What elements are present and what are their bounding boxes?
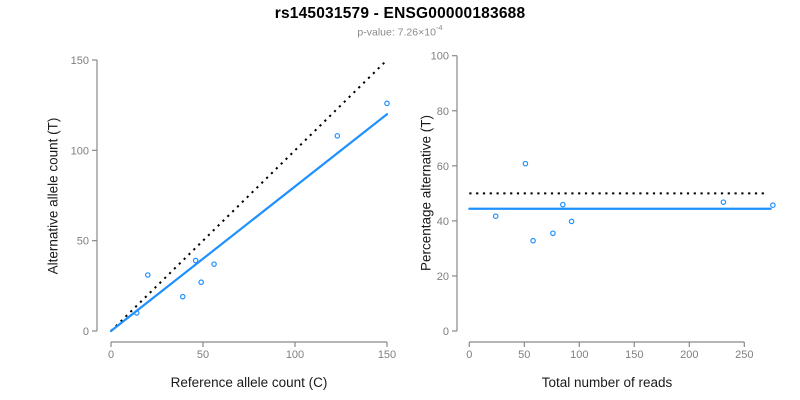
x-tick-label: 0 xyxy=(466,349,472,361)
x-tick-label: 50 xyxy=(197,349,209,361)
data-point xyxy=(530,237,536,244)
p-value-text: p-value: 7.26×10 xyxy=(357,26,436,39)
y-tick-label: 100 xyxy=(431,51,449,63)
data-point xyxy=(179,293,186,300)
data-point xyxy=(384,100,390,107)
data-point xyxy=(334,133,341,139)
p-value-subtitle: p-value: 7.26×10-4 xyxy=(0,23,800,39)
data-point xyxy=(133,310,140,316)
y-tick-label: 80 xyxy=(437,106,449,118)
data-point xyxy=(211,261,217,267)
x-tick-label: 150 xyxy=(625,349,643,361)
left-xaxis-title: Reference allele count (C) xyxy=(170,375,328,390)
data-point xyxy=(770,202,776,208)
left-yaxis-title: Alternative allele count (T) xyxy=(45,117,61,275)
identity-line xyxy=(110,59,388,332)
y-tick-label: 100 xyxy=(71,145,89,157)
right-xaxis-title: Total number of reads xyxy=(541,375,673,390)
x-tick-label: 50 xyxy=(518,349,530,361)
x-tick-label: 0 xyxy=(108,349,114,361)
data-point xyxy=(198,279,204,286)
y-tick-label: 20 xyxy=(437,271,449,283)
x-tick-label: 150 xyxy=(378,349,396,361)
left-scatter-panel: 0 50 100 150 0 50 100 150 xyxy=(71,55,397,361)
p-value-exponent: -4 xyxy=(435,23,443,32)
data-point xyxy=(550,230,556,237)
data-point xyxy=(522,160,529,167)
y-tick-label: 50 xyxy=(77,236,89,248)
fit-line xyxy=(109,113,389,333)
x-tick-label: 100 xyxy=(570,349,588,361)
data-point xyxy=(192,257,199,264)
y-tick-label: 0 xyxy=(83,326,89,338)
right-scatter-panel: 0 20 40 60 80 100 0 50 100 150 200 250 xyxy=(431,51,776,361)
x-tick-label: 200 xyxy=(680,349,698,361)
y-tick-label: 150 xyxy=(71,55,89,67)
y-tick-label: 40 xyxy=(437,216,449,228)
y-tick-label: 60 xyxy=(437,161,449,173)
data-point xyxy=(492,213,499,219)
x-tick-label: 100 xyxy=(286,349,304,361)
y-tick-label: 0 xyxy=(443,326,449,338)
data-point xyxy=(145,272,151,278)
data-point xyxy=(568,218,575,225)
right-yaxis-title: Percentage alternative (T) xyxy=(418,114,434,272)
data-point xyxy=(559,201,566,208)
x-tick-label: 250 xyxy=(735,349,753,361)
page-title: rs145031579 - ENSG00000183688 xyxy=(274,5,526,22)
data-point xyxy=(720,199,727,205)
